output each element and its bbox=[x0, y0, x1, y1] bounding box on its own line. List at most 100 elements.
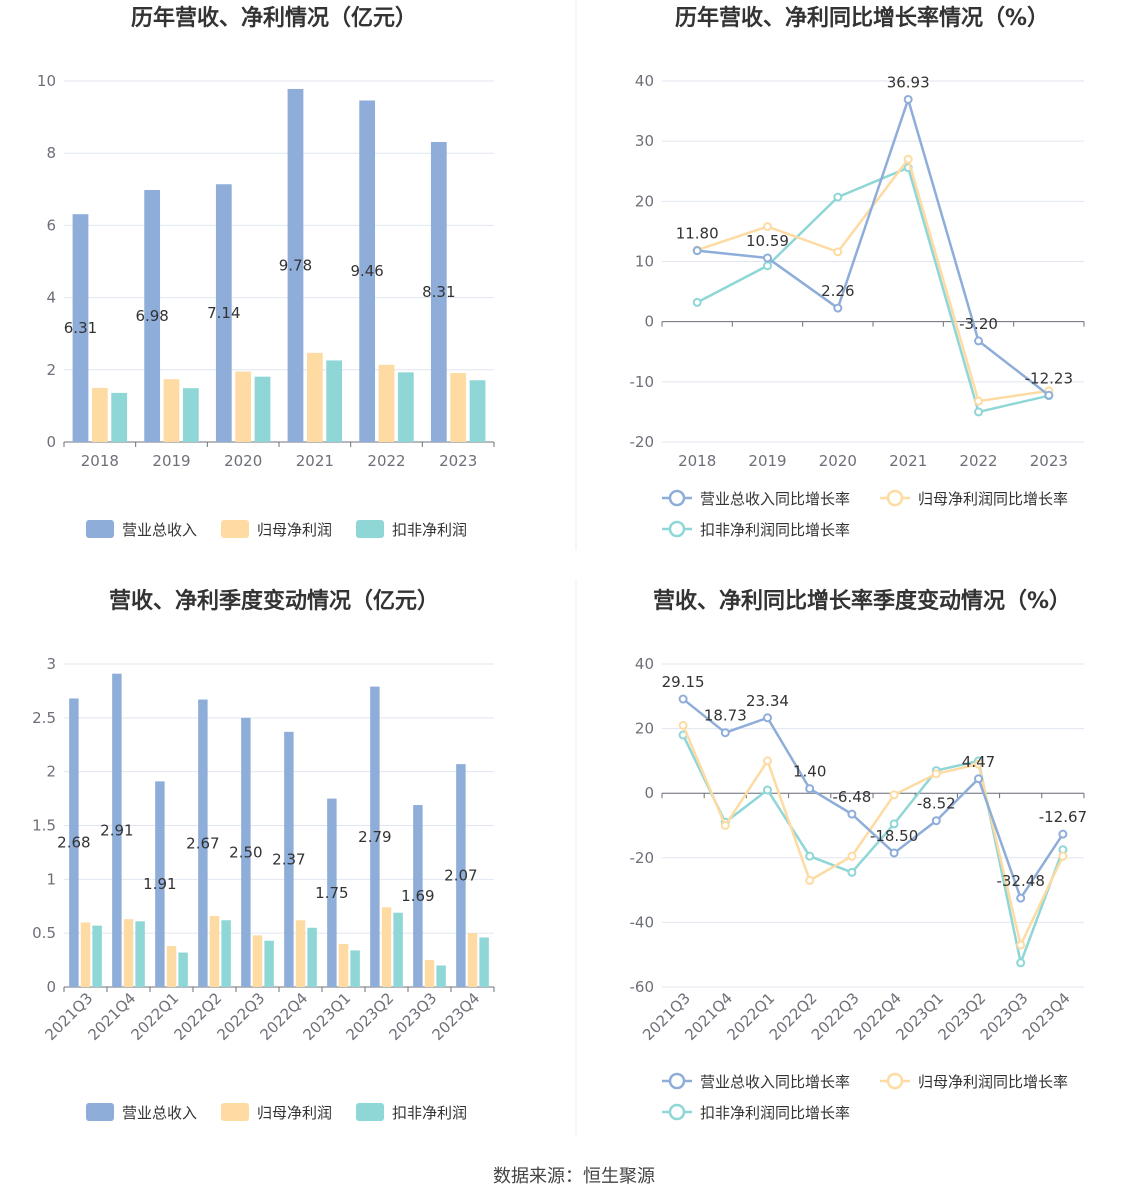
bar-3 bbox=[393, 912, 403, 987]
legend-swatch bbox=[221, 1103, 249, 1121]
x-tick-label: 2018 bbox=[678, 452, 716, 470]
point-1 bbox=[763, 713, 772, 723]
data-label: 1.75 bbox=[315, 884, 348, 902]
x-tick-label: 2023Q4 bbox=[429, 989, 484, 1044]
bar-1 bbox=[327, 798, 337, 987]
data-label: 2.68 bbox=[57, 834, 90, 852]
y-tick-label: 20 bbox=[635, 720, 654, 738]
data-label: 1.69 bbox=[401, 887, 434, 905]
legend-swatch-marker bbox=[668, 1072, 686, 1090]
point-2 bbox=[974, 396, 983, 406]
data-label: 2.07 bbox=[444, 867, 477, 885]
point-2 bbox=[833, 247, 843, 257]
y-tick-label: 8 bbox=[46, 144, 56, 162]
data-label: -3.20 bbox=[959, 315, 998, 333]
legend-label: 扣非净利润同比增长率 bbox=[700, 1104, 850, 1122]
data-label: 2.26 bbox=[821, 282, 854, 300]
bar-2 bbox=[306, 352, 323, 442]
point-2 bbox=[974, 759, 983, 769]
point-2 bbox=[763, 756, 772, 766]
chart-annual-values: 历年营收、净利情况（亿元） 0 2 4 6 8 10 2018 2019 2020 2021 2022… bbox=[37, 5, 495, 539]
bar-3 bbox=[135, 921, 145, 987]
legend-label: 营业总收入同比增长率 bbox=[700, 490, 850, 508]
point-1 bbox=[931, 816, 941, 826]
legend-swatch-marker bbox=[886, 489, 904, 507]
bar-2 bbox=[166, 946, 177, 987]
legend-swatch-marker bbox=[668, 1103, 686, 1121]
point-2 bbox=[1058, 851, 1068, 861]
data-label: 2.37 bbox=[272, 850, 305, 868]
data-label: 2.79 bbox=[358, 828, 391, 846]
y-tick-label: -40 bbox=[630, 913, 655, 931]
bar-2 bbox=[163, 379, 180, 442]
x-tick-label: 2019 bbox=[152, 452, 190, 470]
bar-1 bbox=[287, 88, 304, 442]
series-line-2 bbox=[696, 157, 1050, 403]
bar-3 bbox=[350, 950, 360, 987]
point-2 bbox=[889, 790, 899, 800]
point-1 bbox=[889, 848, 899, 858]
x-tick-label: 2023Q4 bbox=[1019, 989, 1074, 1044]
data-label: 1.40 bbox=[793, 763, 826, 781]
bar-1 bbox=[112, 673, 122, 987]
y-tick-label: 1.5 bbox=[32, 817, 56, 835]
legend-swatch bbox=[86, 1103, 114, 1121]
data-label: -32.48 bbox=[997, 872, 1045, 890]
legend-label: 归母净利润 bbox=[257, 1104, 332, 1122]
y-tick-label: 2 bbox=[46, 763, 56, 781]
x-tick-label: 2023 bbox=[1030, 452, 1068, 470]
point-2 bbox=[847, 851, 857, 861]
point-1 bbox=[847, 809, 857, 819]
data-label: -18.50 bbox=[870, 827, 918, 845]
point-1 bbox=[974, 336, 983, 346]
y-tick-label: -20 bbox=[630, 433, 655, 451]
bar-1 bbox=[430, 142, 447, 442]
x-tick-label: 2019 bbox=[748, 452, 786, 470]
bar-3 bbox=[111, 392, 128, 442]
x-tick-label: 2020 bbox=[224, 452, 262, 470]
bar-3 bbox=[178, 952, 188, 987]
legend-label: 营业总收入同比增长率 bbox=[700, 1073, 850, 1091]
legend-swatch-marker bbox=[668, 489, 686, 507]
point-3 bbox=[889, 819, 899, 829]
bar-2 bbox=[338, 943, 349, 987]
bar-2 bbox=[123, 919, 134, 987]
point-3 bbox=[847, 867, 857, 877]
point-1 bbox=[974, 774, 983, 784]
y-tick-label: 10 bbox=[37, 72, 56, 90]
legend-swatch-marker bbox=[886, 1072, 904, 1090]
data-label: -6.48 bbox=[832, 788, 871, 806]
bar-3 bbox=[92, 925, 102, 987]
y-tick-label: 20 bbox=[635, 192, 654, 210]
point-2 bbox=[1016, 940, 1026, 950]
data-label: 10.59 bbox=[746, 232, 789, 250]
bar-1 bbox=[144, 190, 161, 442]
point-1 bbox=[805, 784, 815, 794]
bar-2 bbox=[424, 960, 435, 987]
legend-swatch bbox=[86, 520, 114, 538]
legend-swatch bbox=[221, 520, 249, 538]
x-tick-label: 2022 bbox=[959, 452, 997, 470]
y-tick-label: 1 bbox=[46, 870, 56, 888]
point-3 bbox=[805, 851, 815, 861]
point-1 bbox=[678, 694, 688, 704]
data-label: 23.34 bbox=[746, 692, 789, 710]
data-label: 18.73 bbox=[704, 707, 747, 725]
point-1 bbox=[720, 728, 730, 738]
bar-1 bbox=[413, 805, 423, 987]
bar-3 bbox=[326, 360, 343, 442]
bar-3 bbox=[436, 965, 446, 987]
y-tick-label: 0 bbox=[644, 784, 654, 802]
y-tick-label: -20 bbox=[630, 849, 655, 867]
point-2 bbox=[903, 154, 913, 164]
data-label: 4.47 bbox=[962, 753, 995, 771]
bar-2 bbox=[450, 373, 467, 442]
y-tick-label: -60 bbox=[630, 978, 655, 996]
data-label: 9.46 bbox=[350, 262, 383, 280]
bar-2 bbox=[252, 935, 263, 987]
data-label: 29.15 bbox=[662, 673, 705, 691]
point-2 bbox=[720, 821, 730, 830]
y-tick-label: 0 bbox=[644, 313, 654, 331]
bar-3 bbox=[397, 372, 414, 442]
y-tick-label: 10 bbox=[635, 253, 654, 271]
